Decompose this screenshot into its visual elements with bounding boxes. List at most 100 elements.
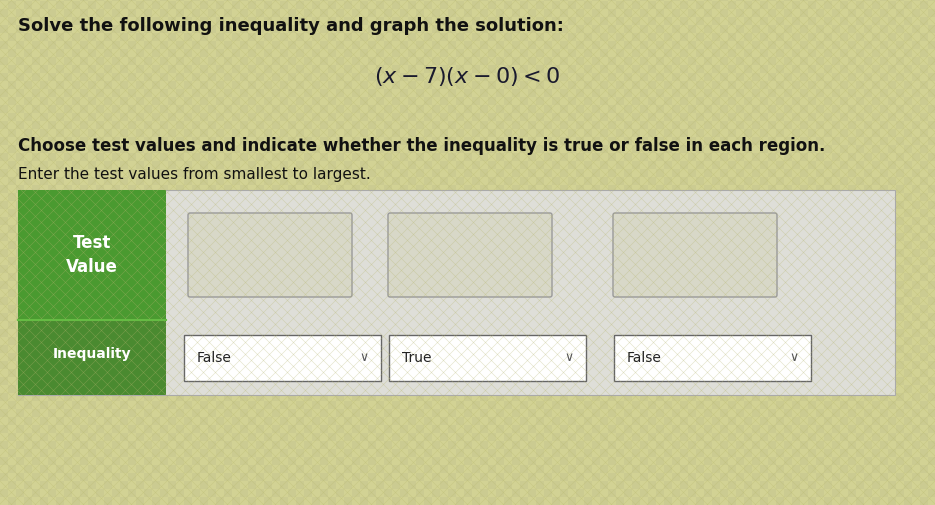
Bar (112, 137, 120, 145)
Bar (152, 361, 160, 369)
Bar (784, 401, 792, 409)
Bar (152, 153, 160, 161)
Bar (720, 193, 728, 201)
Bar (432, 329, 440, 337)
Bar (672, 0, 680, 1)
Bar (448, 129, 456, 137)
Bar (680, 417, 688, 425)
Bar (368, 169, 376, 177)
Bar (816, 417, 824, 425)
Bar (848, 441, 856, 449)
Bar (864, 89, 872, 97)
Bar (856, 49, 864, 57)
Bar (560, 297, 568, 305)
Bar (312, 353, 320, 361)
Bar (624, 465, 632, 473)
Bar (376, 441, 384, 449)
Bar (184, 297, 192, 305)
Bar (496, 385, 504, 393)
Bar (488, 89, 496, 97)
Bar (664, 273, 672, 281)
Bar (152, 433, 160, 441)
Bar (776, 297, 784, 305)
Bar (56, 289, 64, 297)
Bar (528, 97, 536, 105)
Bar (176, 345, 184, 353)
Bar (40, 489, 48, 497)
Bar (320, 313, 328, 321)
Bar (424, 409, 432, 417)
Bar (728, 249, 736, 257)
Bar (16, 233, 24, 241)
Bar (608, 361, 616, 369)
Bar (272, 385, 280, 393)
Bar (840, 273, 848, 281)
Bar (488, 353, 496, 361)
Bar (928, 129, 935, 137)
Bar (496, 169, 504, 177)
Bar (848, 193, 856, 201)
Bar (920, 457, 928, 465)
Bar (928, 145, 935, 153)
Bar (728, 161, 736, 169)
Bar (32, 161, 40, 169)
Bar (344, 441, 352, 449)
Bar (528, 121, 536, 129)
Bar (776, 425, 784, 433)
Bar (232, 97, 240, 105)
Bar (256, 193, 264, 201)
Bar (8, 185, 16, 193)
Bar (48, 0, 56, 1)
Bar (736, 169, 744, 177)
Bar (288, 129, 296, 137)
Bar (200, 153, 208, 161)
Bar (384, 385, 392, 393)
Bar (96, 265, 104, 273)
Bar (368, 1, 376, 9)
Bar (800, 105, 808, 113)
Bar (800, 393, 808, 401)
Bar (136, 241, 144, 249)
Bar (392, 481, 400, 489)
Bar (24, 201, 32, 209)
Bar (752, 361, 760, 369)
Bar (352, 113, 360, 121)
Bar (304, 89, 312, 97)
Bar (264, 81, 272, 89)
Bar (568, 441, 576, 449)
Bar (712, 321, 720, 329)
Bar (136, 81, 144, 89)
Bar (888, 153, 896, 161)
Bar (168, 193, 176, 201)
Bar (776, 129, 784, 137)
Bar (232, 393, 240, 401)
Bar (8, 369, 16, 377)
Bar (576, 145, 584, 153)
Bar (152, 25, 160, 33)
Bar (664, 465, 672, 473)
Bar (168, 385, 176, 393)
Bar (888, 65, 896, 73)
Bar (112, 41, 120, 49)
Bar (392, 313, 400, 321)
Bar (0, 305, 8, 313)
Bar (416, 161, 424, 169)
Bar (336, 401, 344, 409)
Bar (616, 73, 624, 81)
Bar (160, 233, 168, 241)
Bar (616, 153, 624, 161)
Bar (72, 433, 80, 441)
Bar (72, 145, 80, 153)
Bar (296, 169, 304, 177)
Bar (656, 481, 664, 489)
Bar (744, 169, 752, 177)
Bar (824, 329, 832, 337)
Bar (840, 9, 848, 17)
Bar (272, 73, 280, 81)
Bar (56, 41, 64, 49)
Bar (120, 449, 128, 457)
Bar (88, 137, 96, 145)
Bar (88, 9, 96, 17)
Bar (664, 313, 672, 321)
Bar (488, 345, 496, 353)
